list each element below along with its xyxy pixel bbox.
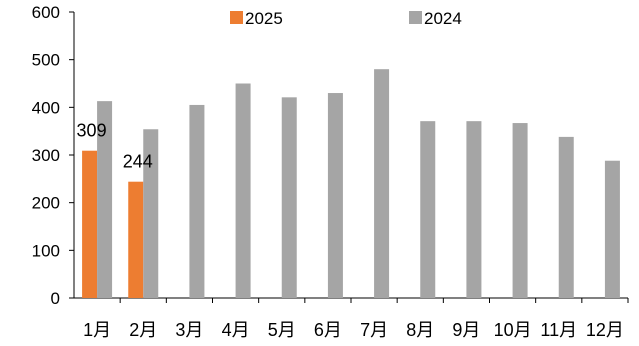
- bar-2024: [466, 121, 482, 298]
- legend-label: 2024: [424, 9, 462, 28]
- x-tick-label: 11月: [540, 320, 577, 340]
- bar-2024: [281, 97, 297, 298]
- chart-labels: 309 244: [77, 121, 153, 172]
- bar-2024: [558, 136, 574, 298]
- x-tick-label: 1月: [83, 320, 111, 340]
- x-tick-label: 5月: [268, 320, 296, 340]
- legend-swatch: [409, 11, 422, 24]
- x-tick-label: 12月: [586, 320, 624, 340]
- legend-item-2025: 2025: [230, 9, 283, 28]
- bar-2025: [128, 181, 144, 298]
- bar-2024: [327, 93, 343, 299]
- y-tick-label: 200: [32, 194, 60, 213]
- x-tick-label: 9月: [452, 320, 480, 340]
- y-tick-label: 400: [32, 98, 60, 117]
- legend-swatch: [230, 11, 243, 24]
- bar-2024: [235, 83, 251, 298]
- chart-axes: 0 100 200 300 400 500 600 1月 2月 3月 4月 5月 6月 7月 8月 9月 10月…: [32, 3, 629, 340]
- x-tick-label: 4月: [222, 320, 250, 340]
- chart-bars: [82, 69, 620, 299]
- legend-item-2024: 2024: [409, 9, 462, 28]
- data-label-2025: 244: [123, 152, 153, 172]
- legend-label: 2025: [245, 9, 283, 28]
- data-label-2025: 309: [77, 121, 107, 141]
- bar-2024: [420, 121, 436, 298]
- bar-2025: [82, 150, 98, 298]
- y-tick-label: 100: [32, 241, 60, 260]
- bar-2024: [512, 123, 528, 299]
- x-tick-label: 8月: [406, 320, 434, 340]
- bar-2024: [374, 69, 390, 298]
- x-tick-label: 6月: [314, 320, 342, 340]
- bar-2024: [189, 104, 205, 298]
- x-tick-label: 2月: [129, 320, 157, 340]
- x-tick-label: 7月: [360, 320, 388, 340]
- x-tick-label: 3月: [175, 320, 203, 340]
- y-tick-label: 0: [51, 289, 60, 308]
- bar-2024: [143, 129, 159, 298]
- y-tick-label: 600: [32, 3, 60, 22]
- y-tick-label: 500: [32, 51, 60, 70]
- y-tick-label: 300: [32, 146, 60, 165]
- bar-2024: [604, 160, 620, 298]
- bar-2024: [97, 101, 113, 299]
- x-tick-label: 10月: [494, 320, 532, 340]
- chart-legend: 2025 2024: [230, 9, 462, 28]
